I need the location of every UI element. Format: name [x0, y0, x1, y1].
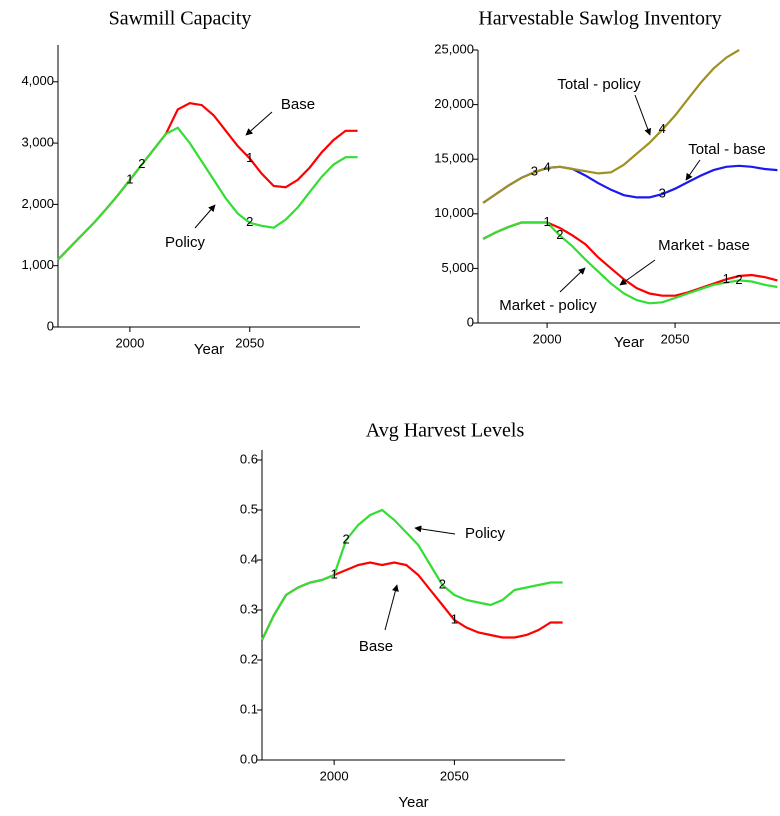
series-annotation: Total - policy — [557, 76, 641, 93]
y-tick-label: 1,000 — [21, 257, 54, 272]
x-axis-label: Year — [398, 794, 428, 811]
series-marker: 2 — [735, 272, 742, 287]
annotation-arrow — [685, 159, 701, 181]
x-tick-label: 2000 — [320, 768, 349, 783]
series-line — [482, 221, 778, 297]
annotation-arrow — [559, 267, 586, 293]
y-tick-label: 25,000 — [434, 41, 474, 56]
x-axis-label: Year — [194, 341, 224, 358]
y-tick-label: 4,000 — [21, 73, 54, 88]
series-marker: 3 — [531, 164, 538, 179]
x-tick-label: 2050 — [440, 768, 469, 783]
series-marker: 4 — [543, 159, 550, 174]
annotation-arrow — [384, 584, 399, 631]
chart-title: Harvestable Sawlog Inventory — [478, 8, 721, 30]
series-line — [57, 102, 358, 261]
series-marker: 2 — [343, 531, 350, 546]
series-marker: 4 — [659, 121, 666, 136]
series-marker: 1 — [451, 611, 458, 626]
y-tick-label: 0.2 — [240, 651, 258, 666]
series-annotation: Market - base — [658, 237, 750, 254]
chart-title: Sawmill Capacity — [109, 8, 252, 30]
y-tick-label: 0.1 — [240, 701, 258, 716]
annotation-arrow — [194, 204, 216, 229]
x-tick-label: 2000 — [115, 335, 144, 350]
series-annotation: Base — [281, 96, 315, 113]
y-tick-label: 0.6 — [240, 451, 258, 466]
y-tick-label: 10,000 — [434, 205, 474, 220]
series-marker: 1 — [723, 271, 730, 286]
y-tick-label: 0 — [467, 314, 474, 329]
series-marker: 1 — [246, 150, 253, 165]
series-annotation: Base — [359, 638, 393, 655]
series-annotation: Total - base — [688, 141, 766, 158]
series-marker: 1 — [126, 171, 133, 186]
x-tick-label: 2050 — [661, 331, 690, 346]
y-tick-label: 0.4 — [240, 551, 258, 566]
series-marker: 2 — [439, 576, 446, 591]
series-annotation: Market - policy — [499, 297, 597, 314]
series-line — [482, 49, 740, 204]
x-tick-label: 2000 — [533, 331, 562, 346]
y-tick-label: 5,000 — [441, 260, 474, 275]
y-tick-label: 0.0 — [240, 751, 258, 766]
chart-title: Avg Harvest Levels — [366, 420, 525, 442]
annotation-arrow — [634, 94, 652, 136]
series-line — [57, 126, 358, 261]
series-marker: 1 — [331, 566, 338, 581]
series-marker: 2 — [556, 227, 563, 242]
y-tick-label: 0.3 — [240, 601, 258, 616]
y-tick-label: 0 — [47, 318, 54, 333]
series-annotation: Policy — [465, 525, 506, 542]
series-line — [261, 508, 563, 641]
series-line — [482, 221, 778, 305]
series-line — [261, 561, 563, 641]
y-tick-label: 15,000 — [434, 151, 474, 166]
series-line — [482, 164, 778, 204]
series-marker: 2 — [246, 214, 253, 229]
series-annotation: Policy — [165, 234, 206, 251]
y-tick-label: 2,000 — [21, 196, 54, 211]
series-marker: 1 — [543, 214, 550, 229]
annotation-arrow — [245, 111, 273, 136]
y-tick-label: 3,000 — [21, 135, 54, 150]
annotation-arrow — [619, 259, 656, 286]
series-marker: 3 — [659, 186, 666, 201]
annotation-arrow — [414, 525, 456, 535]
x-tick-label: 2050 — [235, 335, 264, 350]
y-tick-label: 0.5 — [240, 501, 258, 516]
x-axis-label: Year — [614, 334, 644, 351]
series-marker: 2 — [138, 156, 145, 171]
y-tick-label: 20,000 — [434, 96, 474, 111]
